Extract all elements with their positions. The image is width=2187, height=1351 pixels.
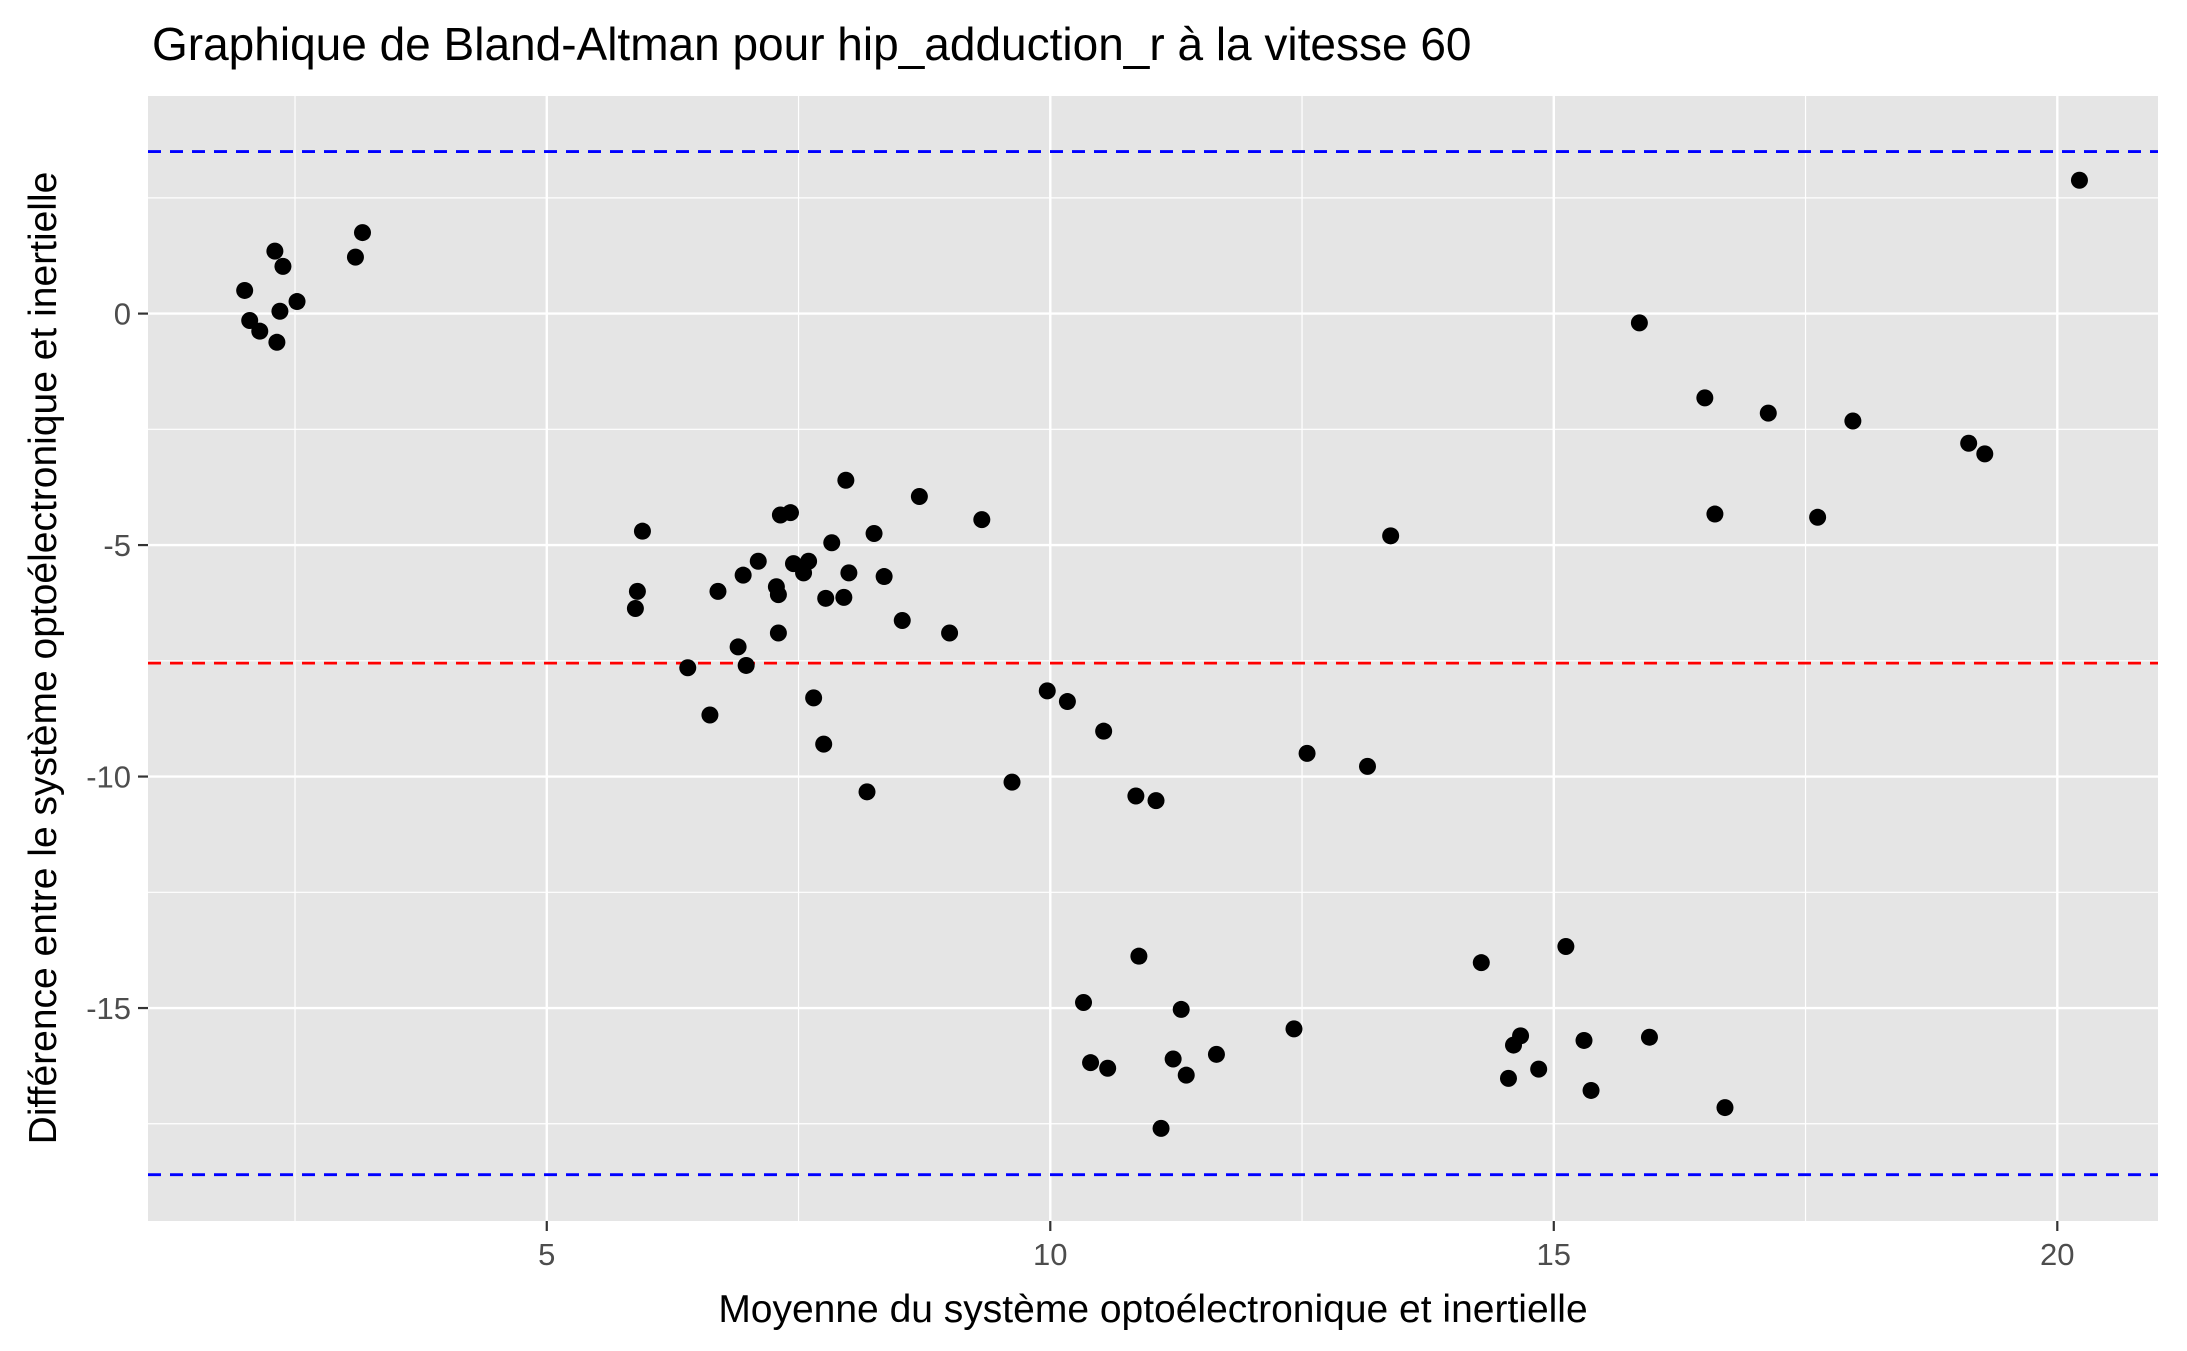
data-point (266, 242, 284, 260)
data-point (749, 552, 767, 570)
data-point (2070, 171, 2088, 189)
data-points (236, 171, 2088, 1137)
data-point (1976, 445, 1994, 463)
x-tick-label: 10 (1033, 1237, 1067, 1272)
data-point (1172, 1000, 1190, 1018)
data-point (1706, 505, 1724, 523)
reference-lines (148, 150, 2158, 1177)
data-point (1575, 1031, 1593, 1049)
major-gridlines (148, 96, 2158, 1221)
data-point (941, 624, 959, 642)
data-point (1557, 937, 1575, 955)
data-point (910, 487, 928, 505)
data-point (805, 689, 823, 707)
data-point (1003, 773, 1021, 791)
data-point (1127, 787, 1145, 805)
plot-panel (148, 96, 2158, 1221)
data-point (241, 312, 259, 330)
y-tick-label: -15 (86, 991, 131, 1026)
x-axis-ticks: 5 10 15 20 (538, 1221, 2075, 1272)
data-point (268, 333, 286, 351)
data-point (865, 525, 883, 542)
data-point (1177, 1066, 1195, 1084)
data-point (1099, 1059, 1117, 1077)
x-tick-label: 5 (538, 1237, 555, 1272)
data-point (769, 586, 787, 604)
data-point (1472, 954, 1490, 972)
data-point (973, 511, 991, 529)
data-point (840, 564, 858, 582)
data-point (1716, 1099, 1734, 1117)
x-tick-label: 15 (1537, 1237, 1571, 1272)
data-point (1630, 314, 1648, 332)
data-point (858, 783, 876, 801)
data-point (1844, 412, 1862, 430)
data-point (815, 735, 833, 753)
data-point (1058, 693, 1076, 711)
data-point (628, 582, 646, 600)
data-point (1164, 1050, 1182, 1068)
data-point (1759, 404, 1777, 422)
x-tick-label: 20 (2040, 1237, 2074, 1272)
data-point (817, 589, 835, 607)
data-point (353, 224, 371, 242)
data-point (835, 588, 853, 606)
data-point (781, 504, 799, 522)
data-point (1358, 757, 1376, 775)
chart-title: Graphique de Bland-Altman pour hip_adduc… (152, 18, 1472, 70)
data-point (1285, 1020, 1303, 1038)
data-point (626, 600, 644, 617)
data-point (1809, 508, 1827, 526)
data-point (1499, 1069, 1517, 1087)
y-tick-label: -10 (86, 760, 131, 795)
data-point (875, 568, 893, 586)
y-tick-label: 0 (114, 297, 131, 332)
data-point (633, 522, 651, 540)
data-point (346, 248, 364, 266)
data-point (1298, 744, 1316, 762)
minor-gridlines (148, 96, 2158, 1221)
data-point (288, 293, 306, 311)
data-point (734, 566, 752, 584)
data-point (837, 471, 855, 489)
data-point (1382, 527, 1400, 545)
data-point (1530, 1060, 1548, 1078)
data-point (893, 612, 911, 630)
data-point (274, 257, 292, 275)
data-point (271, 302, 289, 320)
y-tick-label: -5 (103, 528, 131, 563)
data-point (1696, 389, 1714, 407)
data-point (236, 281, 254, 299)
x-axis-title: Moyenne du système optoélectronique et i… (718, 1288, 1587, 1331)
data-point (1582, 1081, 1600, 1099)
data-point (800, 552, 818, 570)
data-point (709, 582, 727, 600)
data-point (679, 659, 697, 677)
data-point (1207, 1045, 1225, 1063)
y-axis-title: Différence entre le système optoélectron… (22, 172, 65, 1145)
data-point (1512, 1027, 1530, 1045)
data-point (1147, 792, 1165, 810)
data-point (1038, 682, 1056, 700)
data-point (1640, 1028, 1658, 1046)
data-point (769, 624, 787, 642)
data-point (701, 706, 719, 724)
data-point (729, 638, 747, 656)
data-point (1095, 722, 1113, 740)
data-point (1075, 993, 1093, 1011)
y-axis-ticks: 0 -5 -10 -15 (86, 297, 148, 1026)
data-point (1152, 1119, 1170, 1137)
data-point (737, 656, 755, 674)
data-point (823, 534, 841, 552)
data-point (251, 322, 269, 340)
data-point (1130, 947, 1148, 965)
data-point (1960, 434, 1978, 452)
data-point (1082, 1054, 1100, 1072)
